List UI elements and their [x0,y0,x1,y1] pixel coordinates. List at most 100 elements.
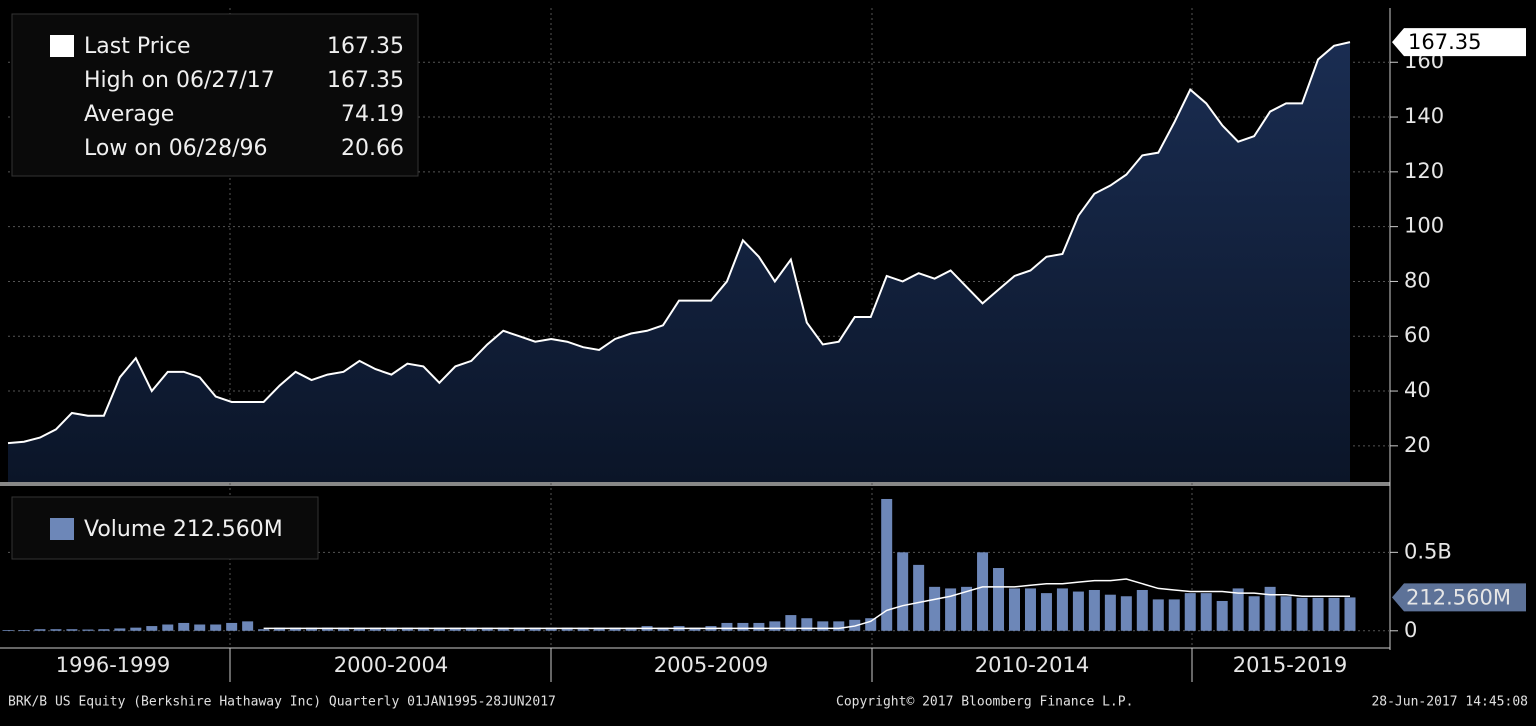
volume-bar [561,627,573,631]
volume-bar [961,586,973,631]
volume-bar [497,627,509,631]
x-group-label: 2005-2009 [654,653,768,677]
volume-bar [1056,588,1068,631]
volume-bar [1040,593,1052,631]
legend-value: 74.19 [341,102,404,127]
volume-bar [1280,596,1292,631]
volume-bar [18,629,30,631]
volume-bar [449,627,461,631]
volume-bar [801,618,813,631]
legend-swatch [50,518,74,540]
volume-bar [1312,597,1324,631]
volume-bar [306,627,318,631]
volume-bar [1200,593,1212,631]
volume-bar [1344,597,1356,631]
volume-bar [545,627,557,631]
legend-value: 167.35 [327,34,404,59]
volume-bar [769,621,781,631]
legend-box [11,13,419,177]
legend-label: Low on 06/28/96 [84,136,268,161]
volume-bar [577,627,589,631]
legend-swatch [50,35,74,57]
volume-bar [1184,593,1196,631]
volume-bar [194,624,206,631]
volume-average-line [263,578,1350,630]
volume-bar [513,627,525,631]
volume-bar [162,624,174,631]
volume-bar [114,628,126,631]
legend-label: Volume 212.560M [84,517,283,542]
volume-bar [1024,588,1036,631]
volume-bar [945,588,957,631]
last-price-tag [1392,28,1526,57]
legend-label: Last Price [84,34,191,59]
volume-bar [1009,588,1020,631]
volume-bar [929,586,941,631]
volume-bar [849,619,861,631]
volume-bar [785,615,797,631]
volume-bar [1104,594,1116,631]
volume-bar [865,618,877,631]
volume-bar [1168,599,1180,631]
x-group-label: 2015-2019 [1233,653,1347,677]
volume-bar [82,629,94,631]
y-tick-label: 80 [1404,268,1431,292]
volume-bar [593,627,605,631]
volume-bar [1216,600,1228,631]
volume-bar [130,627,142,631]
volume-bar [2,629,14,631]
volume-bar [433,627,445,631]
volume-bar [481,627,493,631]
volume-bar [226,622,238,631]
legend-label: High on 06/27/17 [84,68,275,93]
volume-bar [689,627,701,631]
volume-bar [401,627,413,631]
volume-bar [146,626,158,631]
legend: Last Price 167.35 High on 06/27/17 167.35 Av… [84,34,404,542]
volume-bar [625,627,637,631]
footer-left: BRK/B US Equity (Berkshire Hathaway Inc)… [8,695,556,710]
legend-value: 167.35 [327,68,404,93]
volume-bar [210,624,222,631]
volume-bar [1136,589,1148,631]
volume-bar [737,622,749,631]
price-line [7,41,1351,445]
volume-bar [1264,586,1276,631]
volume-bar [465,627,477,631]
y-tick-label: 100 [1404,214,1444,238]
footer-center: Copyright© 2017 Bloomberg Finance L.P. [836,695,1133,710]
volume-bar [417,627,429,631]
volume-bar [50,629,62,631]
volume-bar [274,627,286,631]
y-tick-label: 120 [1404,159,1444,183]
volume-bar [1232,588,1244,631]
volume-bar [34,629,46,631]
volume-bar [1088,589,1100,631]
volume-bar [977,552,989,631]
y-tick-label: 20 [1404,433,1431,457]
volume-bar [1296,597,1308,631]
volume-bar [353,627,365,631]
volume-bar [817,621,829,631]
volume-bar [1072,591,1084,631]
volume-bar [833,621,845,631]
volume-bar [242,621,254,631]
volume-bar [1152,599,1164,631]
volume-bar [98,629,110,631]
volume-bar [369,627,381,631]
volume-bar [913,564,925,631]
y-tick-label: 0 [1404,618,1417,642]
y-tick-label: 60 [1404,323,1431,347]
volume-bar [1120,596,1132,631]
legend-label: Average [84,102,174,127]
x-group-label: 2000-2004 [334,653,448,677]
y-tick-label: 40 [1404,378,1431,402]
y-tick-label: 140 [1404,104,1444,128]
volume-bar [322,627,334,631]
volume-bar [66,629,78,631]
last-volume-label: 212.560M [1406,585,1511,609]
volume-bar [1248,596,1260,631]
x-group-label: 2010-2014 [975,653,1089,677]
